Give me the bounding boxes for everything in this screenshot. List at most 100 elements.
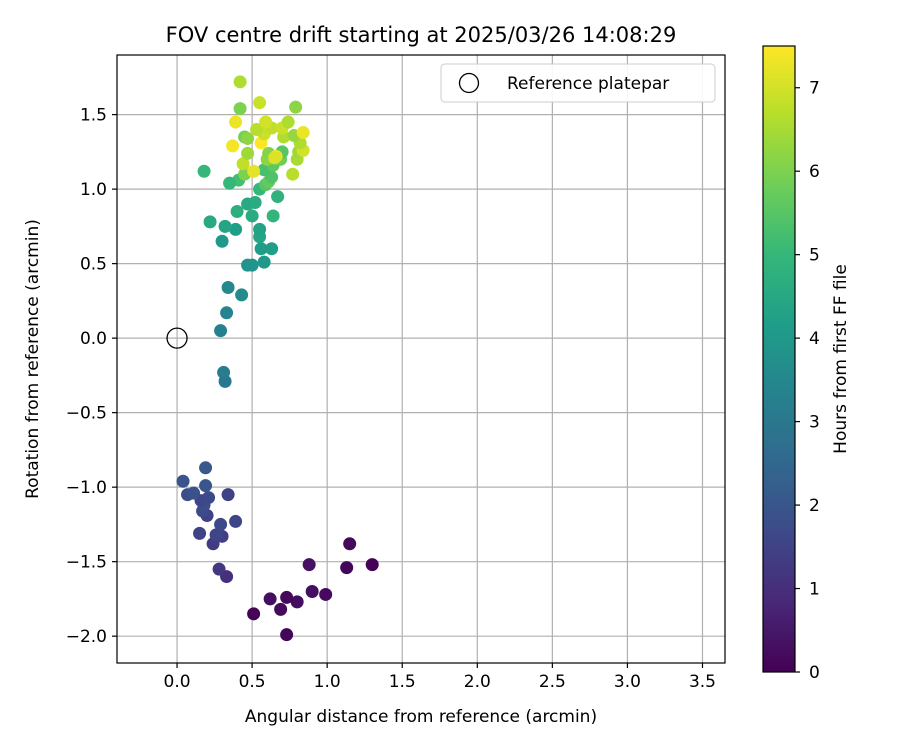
data-point — [247, 607, 261, 621]
colorbar-tick-label: 4 — [809, 329, 820, 349]
data-point — [253, 96, 267, 110]
y-tick-label: −1.0 — [66, 478, 107, 498]
colorbar-label: Hours from first FF file — [831, 264, 851, 454]
x-tick-label: 2.5 — [539, 672, 566, 692]
y-tick-label: 1.0 — [80, 180, 107, 200]
data-point — [296, 125, 310, 139]
data-point — [289, 100, 303, 114]
data-point — [193, 526, 207, 540]
data-point — [254, 242, 268, 256]
data-point — [223, 176, 237, 190]
y-tick-label: −1.5 — [66, 553, 107, 573]
data-point — [233, 102, 247, 116]
data-point — [241, 131, 255, 145]
data-point — [263, 592, 277, 606]
data-point — [215, 234, 229, 248]
y-tick-label: 1.5 — [80, 106, 107, 126]
data-point — [199, 461, 213, 475]
legend-entry-label: Reference platepar — [507, 74, 669, 94]
data-point — [221, 280, 235, 294]
data-point — [302, 558, 316, 572]
data-point — [280, 628, 294, 642]
data-point — [226, 139, 240, 153]
reference-marker-group — [166, 327, 188, 349]
y-tick-label: 0.5 — [80, 255, 107, 275]
y-tick-label: 0.0 — [80, 329, 107, 349]
legend-box — [440, 63, 716, 103]
y-tick-label: −0.5 — [66, 404, 107, 424]
colorbar-gradient — [762, 45, 796, 673]
data-point — [187, 486, 201, 500]
data-point — [268, 151, 282, 165]
x-axis: 0.0 0.5 1.0 1.5 2.0 2.5 3.0 3.5 — [164, 663, 716, 692]
data-point — [266, 209, 280, 223]
data-points — [176, 75, 379, 642]
colorbar-tick-label: 7 — [809, 79, 820, 99]
plot-frame — [116, 54, 726, 664]
data-point — [250, 123, 264, 137]
colorbar-tick-label: 2 — [809, 496, 820, 516]
colorbar-tick-label: 1 — [809, 580, 820, 600]
data-point — [217, 365, 231, 379]
y-axis: 1.5 1.0 0.5 0.0 −0.5 −1.0 −1.5 −2.0 — [66, 106, 117, 647]
data-point — [319, 587, 333, 601]
x-tick-label: 2.0 — [464, 672, 491, 692]
x-tick-label: 0.5 — [239, 672, 266, 692]
y-tick-label: −2.0 — [66, 627, 107, 647]
data-point — [281, 115, 295, 129]
x-tick-label: 1.0 — [314, 672, 341, 692]
data-point — [290, 595, 304, 609]
data-point — [235, 288, 249, 302]
x-tick-label: 3.5 — [689, 672, 716, 692]
grid-lines — [117, 55, 725, 663]
data-point — [229, 222, 243, 236]
data-point — [241, 146, 255, 160]
data-point — [229, 514, 243, 528]
data-point — [259, 115, 273, 129]
data-point — [202, 491, 216, 505]
colorbar-ticks: 0 1 2 3 4 5 6 7 — [795, 79, 820, 683]
data-point — [305, 584, 319, 598]
colorbar-tick-label: 6 — [809, 162, 820, 182]
data-point — [221, 488, 235, 502]
data-point — [199, 479, 213, 493]
colorbar-tick-label: 3 — [809, 413, 820, 433]
data-point — [218, 219, 232, 233]
data-point — [229, 115, 243, 129]
data-point — [340, 561, 354, 575]
legend: Reference platepar — [440, 63, 716, 103]
reference-platepar-marker — [166, 327, 188, 349]
data-point — [271, 190, 285, 204]
data-point — [197, 164, 211, 178]
y-axis-label: Rotation from reference (arcmin) — [23, 219, 43, 499]
data-point — [214, 517, 228, 531]
data-point — [365, 558, 379, 572]
colorbar-tick-label: 5 — [809, 246, 820, 266]
data-point — [247, 164, 261, 178]
data-point — [248, 196, 262, 210]
x-tick-label: 1.5 — [389, 672, 416, 692]
data-point — [245, 258, 259, 272]
data-point — [233, 75, 247, 89]
data-point — [230, 204, 244, 218]
x-tick-label: 0.0 — [164, 672, 191, 692]
data-point — [343, 537, 357, 551]
data-point — [176, 474, 190, 488]
data-point — [280, 590, 294, 604]
data-point — [203, 215, 217, 229]
data-point — [220, 306, 234, 320]
data-point — [265, 242, 279, 256]
chart-title: FOV centre drift starting at 2025/03/26 … — [166, 23, 677, 47]
colorbar: 0 1 2 3 4 5 6 7 Hours from first FF file — [762, 45, 851, 683]
data-point — [253, 222, 267, 236]
data-point — [286, 167, 300, 181]
x-axis-label: Angular distance from reference (arcmin) — [245, 707, 597, 727]
data-point — [257, 255, 271, 269]
data-point — [245, 209, 259, 223]
data-point — [209, 528, 223, 542]
data-point — [274, 602, 288, 616]
legend-reference-marker-icon — [458, 72, 480, 94]
data-point — [212, 562, 226, 576]
colorbar-tick-label: 0 — [809, 663, 820, 683]
